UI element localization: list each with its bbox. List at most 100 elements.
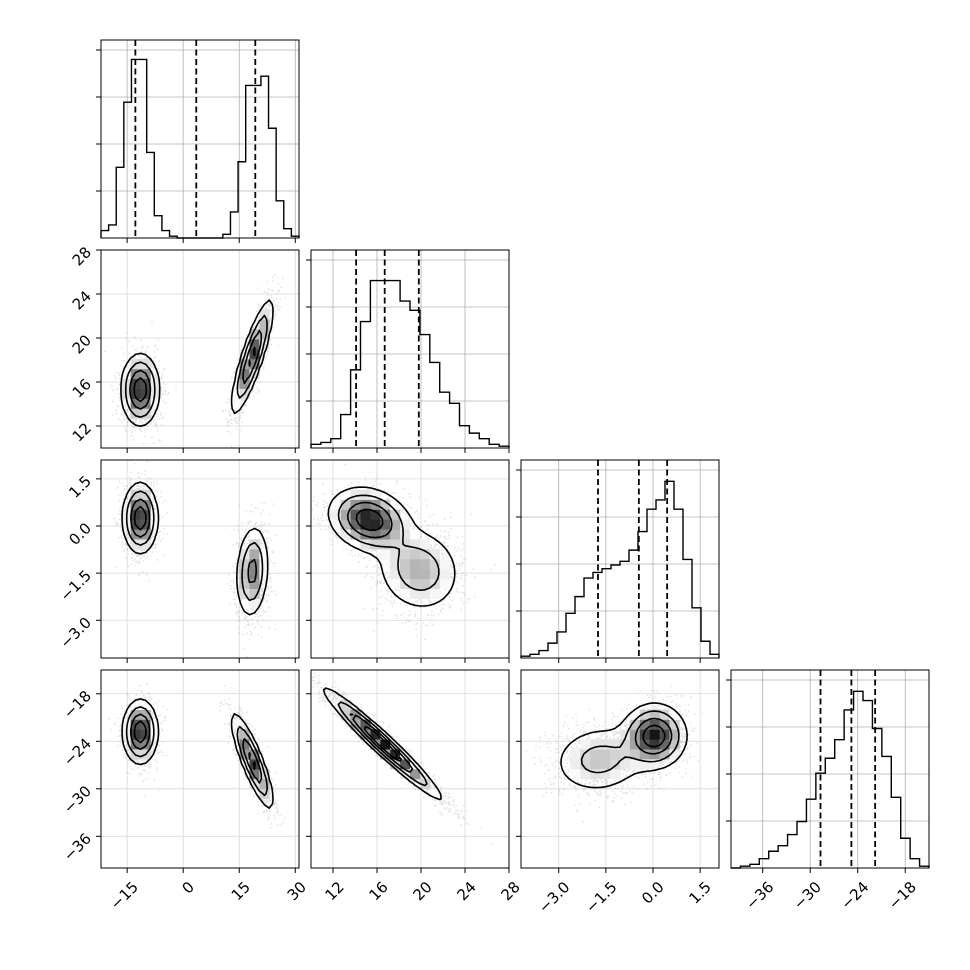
contour-level-0 [560, 702, 688, 789]
y-tick-label: 1.5 [65, 472, 95, 502]
density-cell [380, 549, 391, 560]
density-cell [390, 509, 401, 520]
density-cell [629, 719, 641, 730]
density-cell [350, 519, 361, 530]
density-cell [580, 739, 591, 750]
density-cell [429, 559, 440, 570]
density-cell [350, 719, 361, 730]
density-cell [570, 759, 581, 770]
y-tick-label: 16 [69, 375, 95, 401]
y-tick-label: 28 [69, 243, 95, 269]
density-cell [659, 709, 670, 720]
density-cell [410, 539, 421, 550]
density-cell [140, 398, 151, 409]
density-cell [249, 739, 260, 750]
contour-level-3 [642, 724, 666, 748]
contour-level-3 [133, 346, 256, 403]
hist-panel-0 [96, 39, 300, 239]
contour-level-0 [120, 299, 274, 427]
density-cell [140, 539, 151, 550]
x-tick-label: −15 [107, 878, 142, 913]
density-cell [380, 539, 391, 550]
x-tick-label: 16 [366, 878, 392, 904]
density-cell [419, 588, 431, 599]
density-cell [360, 509, 371, 520]
density-cell [259, 788, 270, 799]
density-cell [259, 549, 270, 560]
density-cell [130, 388, 141, 399]
density-cell [130, 368, 141, 379]
density-cell [120, 519, 131, 530]
density-cell [400, 549, 411, 560]
density-cell [259, 778, 270, 790]
density-cell [249, 529, 260, 540]
density-cell [330, 699, 341, 710]
x-tick-label: −30 [790, 878, 825, 913]
density-panel-2-1 [311, 460, 509, 658]
density-cell [390, 519, 401, 530]
panel-frame [730, 669, 930, 869]
density-cell [419, 549, 431, 560]
contour-level-2 [129, 329, 263, 410]
density-panel-3-1 [311, 670, 509, 868]
density-cell [380, 519, 391, 530]
density-cell [249, 549, 260, 560]
density-cell [620, 749, 631, 760]
density-cell [150, 719, 161, 730]
density-cell [419, 559, 431, 570]
density-cell [130, 709, 141, 720]
contour-level-0 [327, 486, 456, 607]
density-cell [249, 329, 260, 340]
density-cell [610, 749, 621, 760]
contour-level-0 [121, 481, 269, 616]
density-cell [639, 729, 650, 740]
y-tick-label: 12 [69, 419, 95, 445]
panel-frame [310, 459, 510, 659]
y-tick-label: 20 [69, 331, 95, 357]
density-cell [259, 329, 270, 340]
density-cell [249, 598, 260, 609]
density-cell [439, 578, 450, 589]
contour-level-1 [337, 494, 440, 591]
hist-panel-2 [516, 459, 720, 659]
panel-frame [310, 249, 510, 449]
y-tick-label: −36 [60, 830, 95, 865]
density-cell [259, 559, 270, 570]
density-cell [340, 519, 351, 530]
density-cell [669, 749, 680, 760]
density-cell [330, 519, 341, 530]
x-tick-label: 20 [410, 878, 436, 904]
density-cell [130, 378, 141, 389]
density-cell [239, 598, 250, 609]
density-cell [400, 759, 411, 770]
density-cell [620, 759, 631, 770]
density-cell [380, 729, 391, 740]
density-cell [669, 709, 680, 720]
density-cell [229, 398, 240, 409]
panel-frame [520, 669, 720, 869]
x-tick-label: −1.5 [582, 878, 620, 916]
density-cell [419, 539, 431, 550]
density-cell [350, 509, 361, 520]
density-cell [410, 578, 421, 589]
density-cell [120, 509, 131, 520]
density-cell [340, 489, 351, 500]
density-cell [629, 749, 641, 760]
density-cell [410, 529, 421, 540]
density-panel-3-2 [521, 670, 719, 868]
contour-level-2 [347, 501, 393, 539]
density-cell [120, 368, 131, 379]
density-cell [259, 309, 270, 320]
density-cell [150, 398, 161, 409]
density-cell [419, 778, 431, 790]
density-cell [370, 509, 381, 520]
density-cell [390, 499, 401, 510]
density-cell [130, 499, 141, 510]
x-tick-label: −18 [885, 878, 920, 913]
panel-frame [100, 459, 300, 659]
density-cell [229, 719, 240, 730]
density-cell [620, 729, 631, 740]
density-cell [639, 719, 650, 730]
density-cell [600, 759, 611, 770]
